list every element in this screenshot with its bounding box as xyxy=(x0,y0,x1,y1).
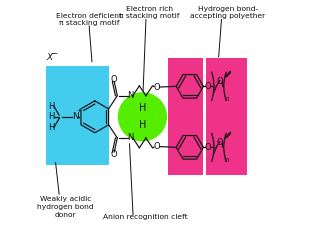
Text: O: O xyxy=(205,143,212,152)
Text: H: H xyxy=(48,112,55,121)
Text: O: O xyxy=(217,138,223,147)
Bar xyxy=(46,66,70,165)
Text: X: X xyxy=(46,52,52,62)
Text: accepting polyether: accepting polyether xyxy=(190,13,266,19)
Text: π stacking motif: π stacking motif xyxy=(119,13,180,19)
Bar xyxy=(168,58,203,176)
Text: O: O xyxy=(111,150,117,159)
Text: N: N xyxy=(127,133,133,143)
Text: Electron deficient: Electron deficient xyxy=(56,13,122,19)
Text: N: N xyxy=(72,112,78,121)
Text: π stacking motif: π stacking motif xyxy=(59,20,119,26)
Text: H: H xyxy=(48,123,55,132)
Bar xyxy=(70,66,109,165)
Circle shape xyxy=(118,92,167,141)
Text: O: O xyxy=(111,75,117,84)
Text: hydrogen bond: hydrogen bond xyxy=(37,204,94,210)
Text: N: N xyxy=(127,91,133,100)
Bar xyxy=(206,58,247,176)
Text: H: H xyxy=(139,120,146,130)
Text: O: O xyxy=(153,142,160,151)
Text: n: n xyxy=(225,96,229,102)
Text: Weakly acidic: Weakly acidic xyxy=(40,196,92,202)
Text: H: H xyxy=(139,103,146,113)
Text: −: − xyxy=(51,49,58,58)
Text: O: O xyxy=(217,77,223,86)
Text: H: H xyxy=(48,102,55,111)
Text: O: O xyxy=(205,82,212,91)
Text: donor: donor xyxy=(55,212,76,218)
Text: O: O xyxy=(153,83,160,92)
Text: n: n xyxy=(225,157,229,163)
Text: Hydrogen bond-: Hydrogen bond- xyxy=(198,6,258,12)
Text: Electron rich: Electron rich xyxy=(126,6,173,12)
Text: +: + xyxy=(77,108,81,113)
Text: Anion recognition cleft: Anion recognition cleft xyxy=(103,214,188,219)
